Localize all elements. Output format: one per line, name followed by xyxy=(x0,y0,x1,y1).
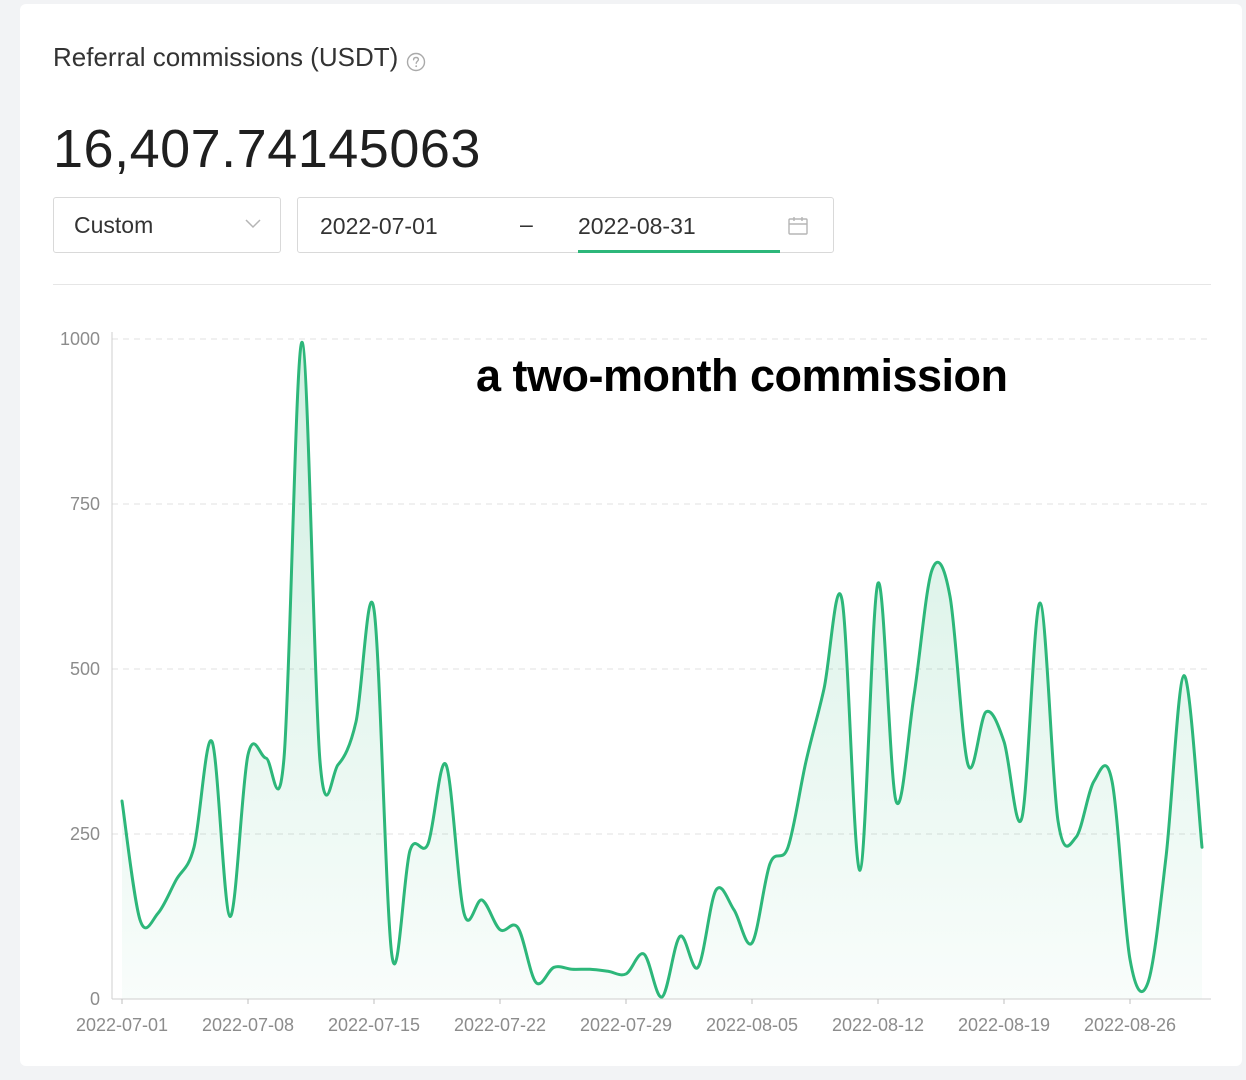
data-point xyxy=(228,915,232,919)
data-point xyxy=(750,941,754,945)
data-point xyxy=(426,842,430,846)
data-point xyxy=(696,965,700,969)
end-date-input[interactable]: 2022-08-31 xyxy=(578,213,696,239)
data-point xyxy=(516,926,520,930)
data-point xyxy=(786,845,790,849)
data-point xyxy=(912,693,916,697)
y-tick-label: 500 xyxy=(70,659,100,679)
data-point xyxy=(480,898,484,902)
data-point xyxy=(318,759,322,763)
data-point xyxy=(336,763,340,767)
data-point xyxy=(822,687,826,691)
x-tick-label: 2022-07-01 xyxy=(76,1015,168,1035)
data-point xyxy=(300,340,304,344)
data-point xyxy=(1146,981,1150,985)
chevron-down-icon xyxy=(244,216,262,234)
data-point xyxy=(138,918,142,922)
data-point xyxy=(498,928,502,932)
data-point xyxy=(1056,819,1060,823)
active-input-underline xyxy=(578,250,780,253)
data-point xyxy=(678,934,682,938)
y-tick-label: 1000 xyxy=(60,329,100,349)
data-point xyxy=(1164,855,1168,859)
x-tick-label: 2022-07-15 xyxy=(328,1015,420,1035)
data-point xyxy=(1020,816,1024,820)
data-point xyxy=(408,849,412,853)
date-range-picker[interactable]: 2022-07-01 – 2022-08-31 xyxy=(297,197,834,253)
data-point xyxy=(192,845,196,849)
data-point xyxy=(282,756,286,760)
period-select[interactable]: Custom xyxy=(53,197,281,253)
area-fill xyxy=(122,342,1202,1000)
data-point xyxy=(156,911,160,915)
y-tick-label: 250 xyxy=(70,824,100,844)
data-point xyxy=(930,568,934,572)
data-point xyxy=(660,995,664,999)
title-text: Referral commissions (USDT) xyxy=(53,42,399,72)
x-tick-label: 2022-08-26 xyxy=(1084,1015,1176,1035)
data-point xyxy=(624,972,628,976)
data-point xyxy=(588,967,592,971)
data-point xyxy=(948,594,952,598)
data-point xyxy=(966,763,970,767)
section-divider xyxy=(53,284,1211,285)
date-range-separator: – xyxy=(520,211,533,237)
data-point xyxy=(1038,601,1042,605)
data-point xyxy=(1110,779,1114,783)
data-point xyxy=(174,878,178,882)
data-point xyxy=(534,981,538,985)
y-tick-label: 0 xyxy=(90,989,100,1009)
data-point xyxy=(570,967,574,971)
data-point xyxy=(1128,957,1132,961)
y-tick-label: 750 xyxy=(70,494,100,514)
data-point xyxy=(606,969,610,973)
data-point xyxy=(120,799,124,803)
data-point xyxy=(354,720,358,724)
data-point xyxy=(984,710,988,714)
commission-total: 16,407.74145063 xyxy=(53,119,481,179)
card-title: Referral commissions (USDT) xyxy=(53,42,426,73)
data-point xyxy=(462,911,466,915)
x-tick-label: 2022-07-22 xyxy=(454,1015,546,1035)
x-tick-label: 2022-07-08 xyxy=(202,1015,294,1035)
data-point xyxy=(768,862,772,866)
data-point xyxy=(894,799,898,803)
data-point xyxy=(552,965,556,969)
data-point xyxy=(732,908,736,912)
data-point xyxy=(210,740,214,744)
data-point xyxy=(642,952,646,956)
data-point xyxy=(1074,835,1078,839)
overlay-caption: a two-month commission xyxy=(476,350,1008,401)
calendar-icon[interactable] xyxy=(787,215,809,237)
x-tick-label: 2022-08-05 xyxy=(706,1015,798,1035)
data-point xyxy=(372,608,376,612)
question-circle-icon[interactable] xyxy=(406,48,426,71)
data-point xyxy=(804,759,808,763)
data-point xyxy=(1182,674,1186,678)
data-point xyxy=(1002,740,1006,744)
x-tick-label: 2022-07-29 xyxy=(580,1015,672,1035)
data-point xyxy=(444,763,448,767)
x-tick-label: 2022-08-19 xyxy=(958,1015,1050,1035)
period-select-value: Custom xyxy=(74,211,154,238)
data-point xyxy=(858,868,862,872)
data-point xyxy=(876,581,880,585)
data-point xyxy=(390,954,394,958)
data-point xyxy=(1092,779,1096,783)
data-point xyxy=(840,598,844,602)
data-point xyxy=(264,756,268,760)
data-point xyxy=(714,888,718,892)
series-line xyxy=(120,340,1204,999)
data-point xyxy=(1200,845,1204,849)
start-date-input[interactable]: 2022-07-01 xyxy=(320,213,438,239)
data-point xyxy=(246,753,250,757)
x-tick-label: 2022-08-12 xyxy=(832,1015,924,1035)
